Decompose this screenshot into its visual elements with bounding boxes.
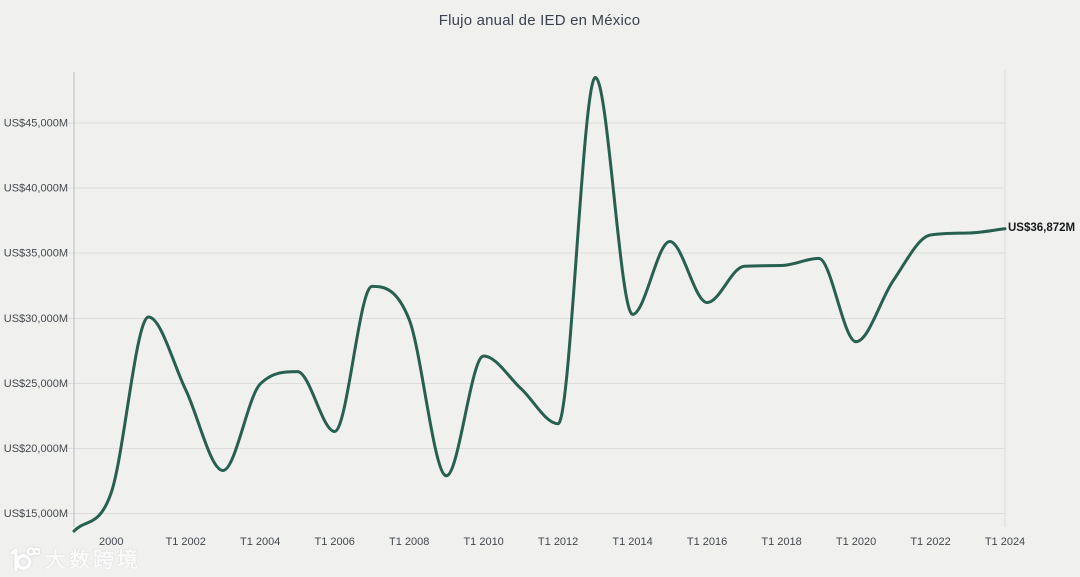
watermark-text: 大数跨境 <box>45 549 141 572</box>
y-axis-tick-label: US$25,000M <box>4 378 68 390</box>
x-axis-tick-label: T1 2018 <box>761 536 801 548</box>
chart-title: Flujo anual de IED en México <box>438 12 641 29</box>
x-axis-tick-label: T1 2006 <box>314 536 354 548</box>
x-axis-tick-label: T1 2022 <box>910 536 950 548</box>
x-axis-tick-label: T1 2008 <box>389 536 429 548</box>
x-axis-tick-label: T1 2016 <box>687 536 727 548</box>
y-axis-tick-label: US$30,000M <box>4 313 68 325</box>
watermark: 大数跨境 <box>6 544 141 574</box>
x-axis-tick-label: T1 2012 <box>538 536 578 548</box>
googol-10-100-logo-icon <box>10 546 40 572</box>
y-axis-tick-label: US$20,000M <box>4 443 68 455</box>
x-axis-tick-label: T1 2002 <box>166 536 206 548</box>
x-axis-tick-label: T1 2024 <box>985 536 1025 548</box>
y-axis-tick-label: US$40,000M <box>4 183 68 195</box>
x-axis-tick-label: T1 2004 <box>240 536 280 548</box>
y-axis-tick-label: US$35,000M <box>4 248 68 260</box>
latest-value-label: US$36,872M <box>1008 222 1076 234</box>
fdi-flow-line <box>72 76 1007 533</box>
y-axis-tick-label: US$45,000M <box>4 118 68 130</box>
x-axis-tick-label: 2000 <box>99 536 123 548</box>
x-axis-tick-label: T1 2010 <box>463 536 503 548</box>
x-axis-tick-label: T1 2020 <box>836 536 876 548</box>
y-axis-tick-label: US$15,000M <box>4 508 68 520</box>
x-axis-tick-label: T1 2014 <box>612 536 652 548</box>
